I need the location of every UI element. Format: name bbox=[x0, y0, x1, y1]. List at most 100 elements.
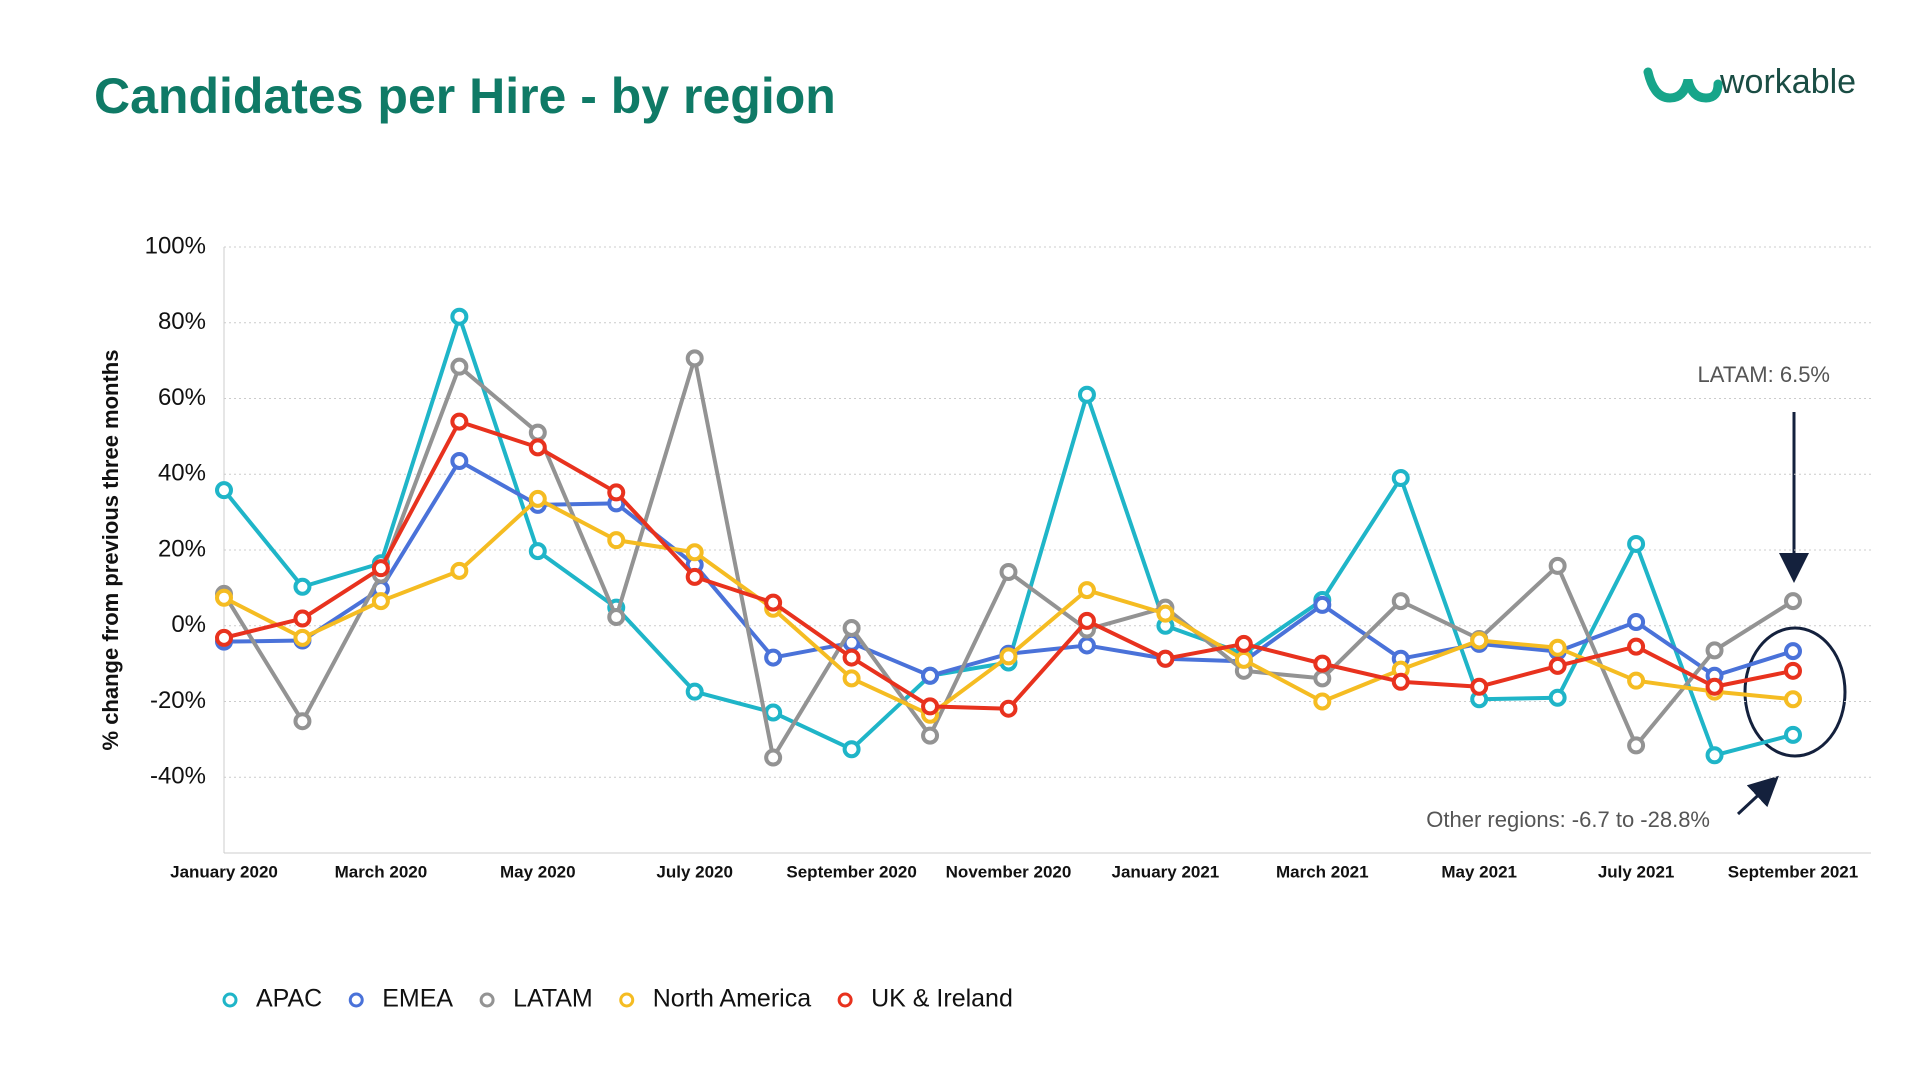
data-point bbox=[1391, 592, 1410, 611]
data-point bbox=[1313, 595, 1332, 614]
data-point bbox=[1705, 641, 1724, 660]
data-point bbox=[1470, 677, 1489, 696]
data-point bbox=[764, 648, 783, 667]
data-point bbox=[1548, 556, 1567, 575]
data-point bbox=[685, 682, 704, 701]
data-point bbox=[1548, 688, 1567, 707]
x-tick-label: July 2021 bbox=[1598, 862, 1675, 881]
data-point bbox=[450, 561, 469, 580]
data-point bbox=[1077, 611, 1096, 630]
data-point bbox=[1784, 690, 1802, 709]
data-point bbox=[1627, 612, 1646, 631]
data-point bbox=[1784, 642, 1802, 661]
data-point bbox=[450, 357, 469, 376]
data-point bbox=[764, 593, 783, 612]
data-point bbox=[1313, 669, 1332, 688]
legend-marker bbox=[222, 992, 238, 1008]
data-point bbox=[371, 592, 390, 611]
data-point bbox=[685, 567, 704, 586]
data-point bbox=[528, 542, 547, 561]
data-point bbox=[1234, 650, 1253, 669]
legend-marker bbox=[479, 992, 495, 1008]
data-point bbox=[528, 423, 547, 442]
series-line bbox=[223, 496, 1794, 717]
x-tick-label: March 2020 bbox=[335, 862, 428, 881]
data-point bbox=[1705, 746, 1724, 765]
data-point bbox=[528, 489, 547, 508]
x-tick-label: May 2020 bbox=[500, 862, 576, 881]
data-point bbox=[215, 588, 233, 607]
data-point bbox=[842, 648, 861, 667]
legend-label: North America bbox=[653, 985, 811, 1013]
x-tick-label: May 2021 bbox=[1441, 862, 1517, 881]
data-point bbox=[607, 483, 626, 502]
data-point bbox=[1627, 671, 1646, 690]
annotation-arrow bbox=[1736, 775, 1779, 816]
data-point bbox=[215, 481, 233, 500]
data-point bbox=[1548, 656, 1567, 675]
data-point bbox=[1470, 631, 1489, 650]
x-tick-label: September 2020 bbox=[786, 862, 916, 881]
y-tick-label: 60% bbox=[158, 384, 206, 411]
data-point bbox=[1627, 736, 1646, 755]
data-point bbox=[1548, 638, 1567, 657]
data-point bbox=[450, 451, 469, 470]
x-tick-label: July 2020 bbox=[656, 862, 733, 881]
data-point bbox=[293, 712, 312, 731]
data-point bbox=[842, 740, 861, 759]
legend-label: LATAM bbox=[513, 985, 593, 1013]
annotation: Other regions: -6.7 to -28.8% bbox=[1426, 807, 1710, 832]
annotation: LATAM: 6.5% bbox=[1698, 362, 1830, 387]
data-point bbox=[685, 349, 704, 368]
data-point bbox=[371, 559, 390, 578]
data-point bbox=[1077, 636, 1096, 655]
data-point bbox=[1156, 649, 1175, 668]
x-tick-label: January 2020 bbox=[170, 862, 278, 881]
y-tick-label: 80% bbox=[158, 308, 206, 335]
legend-label: UK & Ireland bbox=[871, 985, 1013, 1013]
data-point bbox=[999, 562, 1018, 581]
data-point bbox=[1313, 692, 1332, 711]
x-tick-label: March 2021 bbox=[1276, 862, 1369, 881]
data-point bbox=[450, 412, 469, 431]
data-point bbox=[215, 628, 233, 647]
y-tick-label: -40% bbox=[150, 763, 206, 790]
y-tick-label: 100% bbox=[145, 232, 206, 259]
data-point bbox=[764, 703, 783, 722]
data-point bbox=[1627, 637, 1646, 656]
legend-marker bbox=[348, 992, 364, 1008]
data-point bbox=[1784, 725, 1802, 744]
logo-mark bbox=[1643, 67, 1723, 103]
data-point bbox=[842, 619, 861, 638]
data-point bbox=[921, 726, 940, 745]
y-tick-label: -20% bbox=[150, 687, 206, 714]
data-point bbox=[1784, 592, 1802, 611]
data-point bbox=[1784, 661, 1802, 680]
x-tick-label: September 2021 bbox=[1728, 862, 1858, 881]
data-point bbox=[1313, 654, 1332, 673]
y-axis-label: % change from previous three months bbox=[98, 350, 123, 751]
data-point bbox=[1627, 534, 1646, 553]
logo-text: workable bbox=[1719, 63, 1856, 101]
data-point bbox=[1234, 634, 1253, 653]
data-point bbox=[921, 666, 940, 685]
data-point bbox=[1705, 677, 1724, 696]
y-tick-label: 20% bbox=[158, 535, 206, 562]
legend-label: APAC bbox=[256, 985, 322, 1013]
data-point bbox=[293, 628, 312, 647]
legend-marker bbox=[619, 992, 635, 1008]
data-point bbox=[528, 438, 547, 457]
data-point bbox=[1077, 385, 1096, 404]
data-point bbox=[1077, 581, 1096, 600]
data-point bbox=[999, 647, 1018, 666]
legend-label: EMEA bbox=[382, 985, 453, 1013]
x-tick-label: November 2020 bbox=[946, 862, 1072, 881]
data-point bbox=[999, 699, 1018, 718]
data-point bbox=[921, 697, 940, 716]
data-point bbox=[293, 609, 312, 628]
y-tick-label: 40% bbox=[158, 460, 206, 487]
data-point bbox=[1156, 604, 1175, 623]
data-point bbox=[450, 307, 469, 326]
chart-title: Candidates per Hire - by region bbox=[94, 68, 836, 124]
